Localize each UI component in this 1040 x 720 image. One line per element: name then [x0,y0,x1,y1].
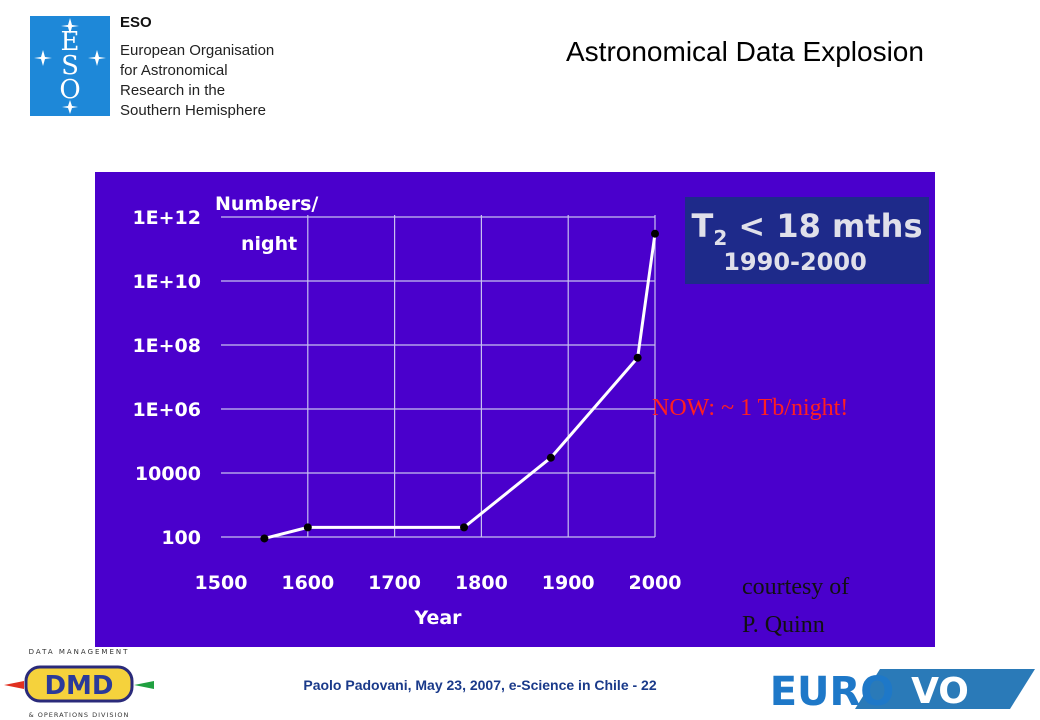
eso-logo-letter-s: S [61,51,79,81]
y-tick-label: 1E+10 [132,271,201,293]
eso-line-3: Research in the [120,82,226,99]
eso-line-1: European Organisation [120,42,275,59]
y-tick-label: 1E+08 [132,335,201,357]
courtesy-line-2: P. Quinn [742,612,825,638]
dmd-top-text: DATA MANAGEMENT [29,648,130,656]
data-point [460,523,469,532]
dmd-logo: DATA MANAGEMENT DMD & OPERATIONS DIVISIO… [4,648,154,719]
chart-series [260,229,659,543]
x-tick-label: 1700 [368,572,421,594]
chart-ticks: 1E+12 1E+10 1E+08 1E+06 10000 100 1500 1600 1700… [132,207,681,594]
inset-years: 1990-2000 [723,248,867,276]
y-axis-label-line2: night [241,233,297,255]
data-point [303,523,312,532]
y-axis-label-line1: Numbers/ [215,193,318,215]
eso-logo-letter-e: E [61,27,80,57]
eso-short-name: ESO [120,14,152,31]
euro-vo-logo: EURO VO [770,669,1035,713]
x-tick-label: 2000 [629,572,682,594]
courtesy-line-1: courtesy of [742,574,849,600]
y-tick-label: 10000 [135,463,201,485]
inset-subscript: 2 [713,226,727,250]
data-point [633,353,642,362]
inset-doubling-time: T2 < 18 mths [692,207,923,250]
x-tick-label: 1500 [195,572,248,594]
data-growth-chart: 1E+12 1E+10 1E+08 1E+06 10000 100 1500 1600 1700… [95,172,935,647]
y-tick-label: 1E+06 [132,399,201,421]
inset-rest: < 18 mths [727,207,922,245]
data-point [651,229,659,238]
eso-line-4: Southern Hemisphere [120,102,266,119]
right-arrow-icon [134,681,154,689]
left-arrow-icon [4,681,24,689]
data-point [260,534,269,543]
inset-t: T [692,207,714,245]
data-point [546,453,555,462]
eso-logo: E S O [30,16,110,116]
y-tick-label: 1E+12 [132,207,201,229]
dmd-bottom-text: & OPERATIONS DIVISION [29,711,130,719]
footer-credit: Paolo Padovani, May 23, 2007, e-Science … [303,677,657,693]
series-line [264,233,657,540]
star-icons [34,18,106,114]
x-tick-label: 1800 [455,572,508,594]
eso-logo-letter-o: O [59,75,80,105]
inset-box [685,197,929,284]
now-annotation: NOW: ~ 1 Tb/night! [652,395,848,421]
eso-name-block: ESO European Organisation for Astronomic… [120,14,320,121]
y-tick-label: 100 [161,527,201,549]
vo-text: VO [911,671,969,712]
chart-grid [221,215,656,538]
slide-title: Astronomical Data Explosion [566,36,924,67]
dmd-letters: DMD [44,671,113,701]
euro-text: EURO [770,669,895,713]
x-axis-label: Year [413,607,462,629]
eso-line-2: for Astronomical [120,62,228,79]
x-tick-label: 1900 [542,572,595,594]
x-tick-label: 1600 [281,572,334,594]
